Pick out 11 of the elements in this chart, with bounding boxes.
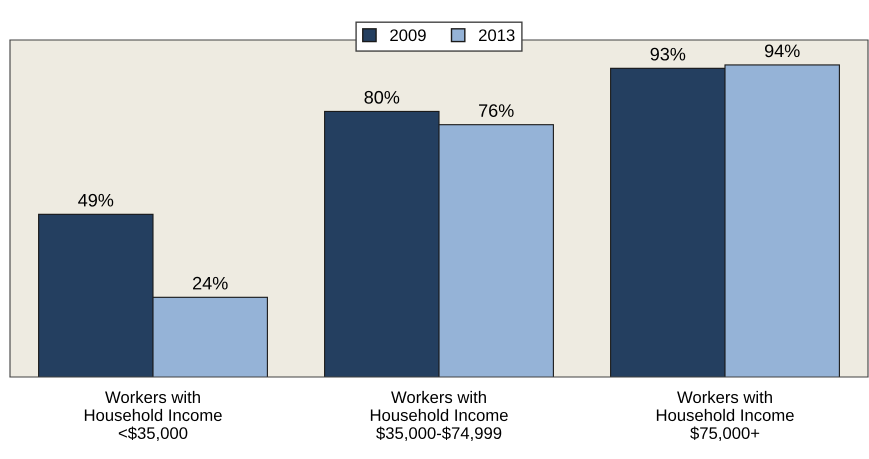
data-label: 80% [364, 90, 400, 104]
data-label: 49% [78, 194, 114, 207]
legend-label: 2009 [390, 29, 426, 42]
data-label: 93% [650, 48, 686, 61]
data-label: 94% [764, 44, 800, 58]
data-label: 76% [479, 104, 514, 117]
x-tick-label: Workers with Household Income <$35,000 [84, 390, 222, 442]
legend-label: 2013 [479, 29, 515, 42]
data-label: 24% [193, 276, 228, 290]
x-tick-label: Workers with Household Income $75,000+ [656, 390, 794, 442]
x-tick-label: Workers with Household Income $35,000-$74,999 [370, 390, 508, 442]
